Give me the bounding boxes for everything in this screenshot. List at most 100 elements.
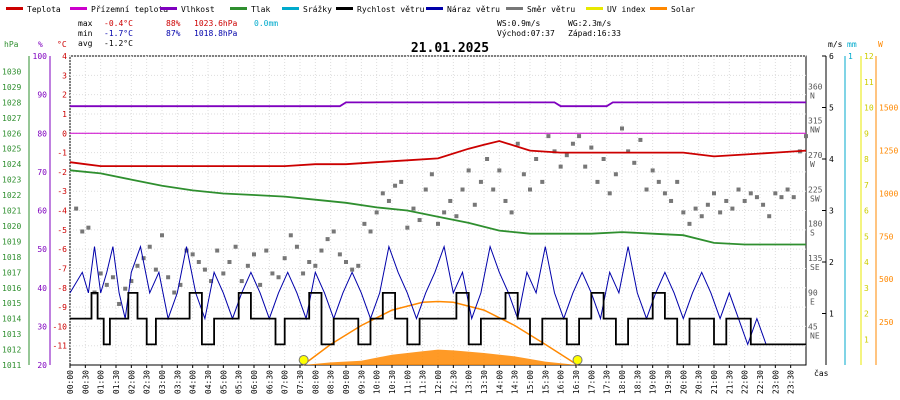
sun-marker: [298, 355, 309, 365]
temperature-tick-label: -4: [57, 207, 67, 216]
uv-tick-label: 9: [864, 129, 869, 138]
wind-dir-point: [325, 237, 330, 242]
wind-dir-point: [331, 229, 336, 234]
solar-measured-area: [303, 349, 578, 365]
x-tick-label: 20:30: [695, 370, 704, 394]
pressure-tick-label: 1013: [2, 330, 21, 339]
wind-dir-point: [570, 141, 575, 146]
wind-dir-point: [742, 198, 747, 203]
wind-dir-point: [123, 286, 128, 291]
unit-w: W: [878, 40, 883, 49]
wind-dir-point: [436, 221, 440, 226]
wind-dir-point: [166, 275, 171, 280]
humidity-tick-label: 40: [37, 284, 47, 293]
x-tick-label: 20:00: [679, 370, 688, 394]
pressure-tick-label: 1019: [2, 237, 21, 246]
stat-avg-temp: -1.2°C: [104, 39, 133, 48]
uv-tick-label: 1: [864, 335, 869, 344]
x-tick-label: 07:00: [281, 370, 290, 394]
legend-swatch: [282, 7, 299, 10]
wind-dir-name-label: SE: [810, 263, 820, 272]
wind-dir-point: [724, 198, 729, 203]
stat-min-label: min: [78, 29, 93, 38]
wind-speed-tick-label: 1: [829, 310, 834, 319]
series-line-vlhkost: [70, 101, 806, 108]
wind-dir-point: [356, 263, 361, 268]
wind-dir-point: [509, 210, 514, 215]
uv-tick-label: 7: [864, 181, 869, 190]
wind-dir-point: [258, 282, 263, 287]
wind-dir-point: [558, 164, 563, 169]
wind-speed-tick-label: 2: [829, 258, 834, 267]
x-tick-label: 23:00: [771, 370, 780, 394]
wind-dir-point: [791, 195, 796, 200]
x-tick-label: 00:00: [66, 370, 75, 394]
wind-dir-point: [491, 187, 496, 192]
left-axes: 1011101210131014101510161017101810191020…: [2, 52, 71, 370]
temperature-tick-label: 4: [62, 52, 67, 61]
temperature-tick-label: -1: [57, 149, 67, 158]
wind-dir-point: [650, 168, 655, 173]
x-tick-label: 06:00: [250, 370, 259, 394]
wind-dir-point: [264, 248, 269, 253]
stat-ws: WS:0.9m/s: [497, 19, 541, 28]
wind-dir-name-label: NW: [810, 126, 820, 135]
series-line-tlak: [69, 169, 806, 246]
x-tick-label: 15:30: [541, 370, 550, 394]
x-tick-label: 08:00: [311, 370, 320, 394]
pressure-tick-label: 1028: [2, 98, 21, 107]
wind-dir-point: [405, 225, 410, 230]
unit-mm: mm: [847, 40, 857, 49]
wind-speed-tick-label: 4: [829, 155, 834, 164]
legend-label: Solar: [671, 5, 695, 14]
x-tick-label: 10:00: [373, 370, 382, 394]
wind-dir-point: [190, 252, 195, 257]
x-tick-label: 04:00: [189, 370, 198, 394]
x-tick-label: 13:30: [480, 370, 489, 394]
stat-min-hum: 87%: [166, 29, 181, 38]
wind-dir-point: [270, 271, 275, 276]
temperature-tick-label: 2: [62, 91, 67, 100]
wind-dir-point: [374, 210, 379, 215]
stats-panel: max -0.4°C 88% 1023.6hPa 0.0mm min -1.7°…: [78, 19, 621, 48]
x-tick-label: 00:30: [81, 370, 90, 394]
wind-dir-point: [393, 183, 398, 188]
stat-max-hum: 88%: [166, 19, 181, 28]
wind-dir-point: [362, 221, 367, 226]
uv-tick-label: 10: [864, 104, 874, 113]
wind-dir-point: [699, 214, 704, 219]
unit-pct: %: [38, 40, 43, 49]
unit-time: čas: [814, 368, 829, 378]
wind-dir-point: [252, 252, 256, 257]
wind-dir-point: [110, 275, 115, 280]
chart-legend: Teplota Přízemní teplota Vlhkost Tlak Srážky…: [6, 5, 695, 14]
wind-dir-name-label: S: [810, 229, 815, 238]
stat-min-press: 1018.8hPa: [194, 29, 238, 38]
wind-dir-point: [411, 206, 416, 211]
temperature-tick-label: -3: [57, 187, 67, 196]
wind-dir-point: [460, 187, 465, 192]
stat-max-temp: -0.4°C: [104, 19, 133, 28]
wind-speed-tick-label: 5: [829, 104, 834, 113]
wind-dir-point: [239, 279, 244, 284]
unit-degc: °C: [57, 40, 67, 49]
chart-title: 21.01.2025: [411, 41, 489, 56]
wind-dir-name-label: N: [810, 91, 815, 100]
x-tick-label: 11:00: [403, 370, 412, 394]
temperature-tick-label: -9: [57, 303, 67, 312]
wind-dir-point: [804, 134, 808, 139]
wind-dir-point: [344, 260, 348, 264]
wind-dir-point: [423, 187, 428, 192]
wind-dir-point: [644, 187, 649, 192]
wind-dir-deg-label: 90: [808, 288, 818, 297]
x-tick-label: 07:30: [296, 370, 305, 394]
wind-dir-point: [202, 267, 207, 272]
temperature-tick-label: -8: [57, 284, 67, 293]
wind-dir-point: [564, 153, 569, 158]
wind-dir-point: [429, 172, 434, 177]
wind-dir-point: [705, 202, 710, 207]
pressure-tick-label: 1025: [2, 145, 21, 154]
wind-dir-point: [601, 157, 606, 161]
temperature-tick-label: 3: [62, 71, 67, 80]
x-tick-label: 15:00: [526, 370, 535, 394]
